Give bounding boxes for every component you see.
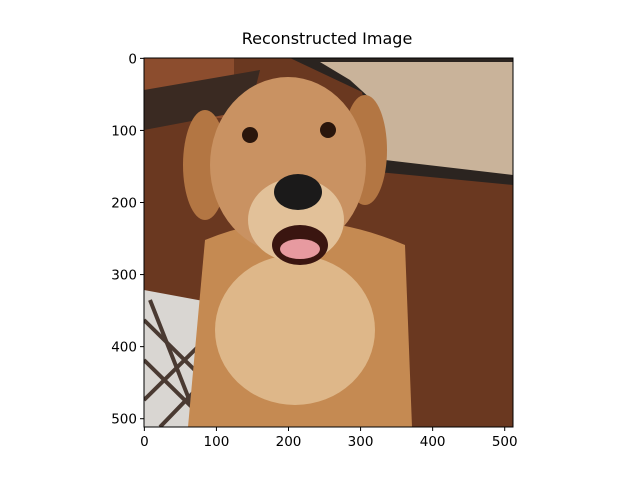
x-tick-label: 0: [140, 434, 149, 450]
chart-title: Reconstructed Image: [242, 29, 413, 48]
image: [144, 58, 513, 427]
y-tick-label: 200: [111, 196, 137, 212]
x-tick-label: 100: [204, 434, 230, 450]
axes-frame: [143, 57, 514, 428]
y-tick-label: 0: [128, 51, 137, 67]
x-tick-label: 400: [420, 434, 446, 450]
y-tick-label: 100: [111, 123, 137, 139]
x-tick-label: 300: [348, 434, 374, 450]
y-tick-label: 500: [111, 412, 137, 428]
y-tick-label: 400: [111, 340, 137, 356]
y-tick-label: 300: [111, 268, 137, 284]
x-tick-label: 200: [276, 434, 302, 450]
x-tick-label: 500: [492, 434, 518, 450]
